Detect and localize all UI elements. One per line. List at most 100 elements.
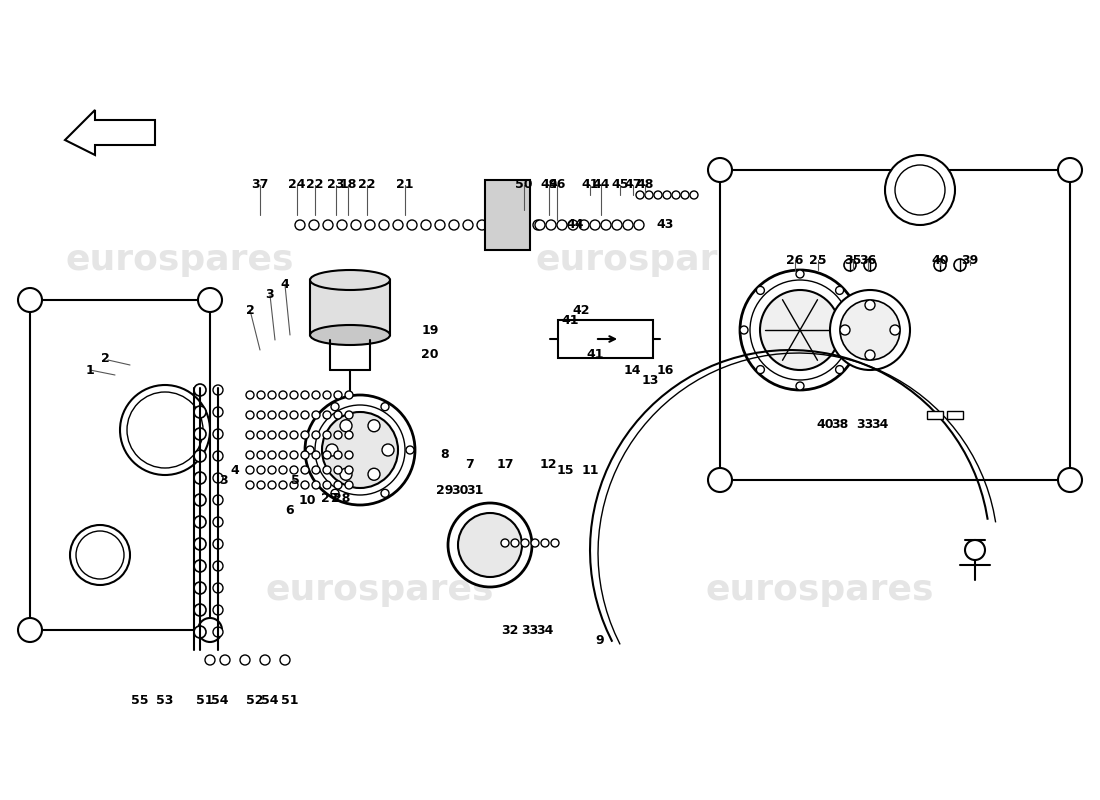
Circle shape	[70, 525, 130, 585]
Circle shape	[120, 385, 210, 475]
Circle shape	[323, 431, 331, 439]
Bar	[927, 411, 943, 419]
Circle shape	[546, 220, 556, 230]
Text: 39: 39	[961, 254, 979, 266]
Circle shape	[309, 220, 319, 230]
Circle shape	[334, 431, 342, 439]
Text: 8: 8	[441, 449, 449, 462]
Text: 44: 44	[592, 178, 609, 191]
Circle shape	[757, 286, 764, 294]
Circle shape	[312, 431, 320, 439]
Circle shape	[334, 466, 342, 474]
Circle shape	[279, 391, 287, 399]
Circle shape	[301, 466, 309, 474]
Circle shape	[194, 494, 206, 506]
Circle shape	[579, 220, 588, 230]
Bar	[947, 411, 962, 419]
Text: 6: 6	[286, 503, 295, 517]
Circle shape	[213, 561, 223, 571]
Text: 42: 42	[572, 303, 590, 317]
Text: 22: 22	[306, 178, 323, 191]
Circle shape	[740, 270, 860, 390]
Text: 50: 50	[515, 178, 532, 191]
Circle shape	[521, 539, 529, 547]
Circle shape	[246, 431, 254, 439]
Circle shape	[796, 270, 804, 278]
Text: 15: 15	[557, 463, 574, 477]
Circle shape	[345, 466, 353, 474]
Circle shape	[301, 411, 309, 419]
Circle shape	[345, 431, 353, 439]
Circle shape	[322, 412, 398, 488]
Circle shape	[301, 451, 309, 459]
Circle shape	[279, 481, 287, 489]
Circle shape	[965, 540, 985, 560]
Text: 5: 5	[290, 474, 299, 486]
Circle shape	[213, 539, 223, 549]
Circle shape	[796, 382, 804, 390]
Text: 18: 18	[339, 178, 356, 191]
Circle shape	[257, 451, 265, 459]
Circle shape	[246, 466, 254, 474]
Text: 4: 4	[231, 463, 240, 477]
Text: 25: 25	[810, 254, 827, 266]
Text: 26: 26	[786, 254, 804, 266]
Circle shape	[194, 428, 206, 440]
Circle shape	[334, 481, 342, 489]
Circle shape	[379, 220, 389, 230]
Circle shape	[601, 220, 610, 230]
Circle shape	[257, 466, 265, 474]
Circle shape	[491, 220, 501, 230]
Circle shape	[448, 503, 532, 587]
Circle shape	[213, 605, 223, 615]
Circle shape	[645, 191, 653, 199]
Bar	[558, 320, 653, 358]
Circle shape	[240, 655, 250, 665]
Circle shape	[623, 220, 632, 230]
Text: 47: 47	[625, 178, 641, 191]
Circle shape	[290, 466, 298, 474]
Circle shape	[194, 626, 206, 638]
Circle shape	[449, 220, 459, 230]
Circle shape	[326, 444, 338, 456]
Circle shape	[852, 326, 860, 334]
Text: 3: 3	[219, 474, 228, 486]
Circle shape	[406, 446, 414, 454]
Circle shape	[323, 220, 333, 230]
Circle shape	[213, 583, 223, 593]
Circle shape	[512, 539, 519, 547]
Circle shape	[213, 517, 223, 527]
Circle shape	[331, 402, 339, 410]
Text: 54: 54	[262, 694, 278, 706]
Circle shape	[194, 582, 206, 594]
Circle shape	[500, 539, 509, 547]
Circle shape	[382, 444, 394, 456]
Circle shape	[306, 446, 313, 454]
Ellipse shape	[310, 325, 390, 345]
Circle shape	[312, 411, 320, 419]
Circle shape	[334, 451, 342, 459]
Circle shape	[634, 220, 643, 230]
Circle shape	[323, 411, 331, 419]
Circle shape	[331, 490, 339, 498]
Circle shape	[198, 288, 222, 312]
Circle shape	[323, 391, 331, 399]
Circle shape	[636, 191, 644, 199]
Text: 29: 29	[437, 483, 453, 497]
Text: eurospares: eurospares	[706, 573, 934, 607]
Circle shape	[1058, 158, 1082, 182]
Circle shape	[708, 468, 732, 492]
Circle shape	[323, 481, 331, 489]
Text: 34: 34	[537, 623, 553, 637]
Circle shape	[257, 411, 265, 419]
Circle shape	[345, 411, 353, 419]
Circle shape	[334, 391, 342, 399]
Circle shape	[246, 411, 254, 419]
Text: 1: 1	[86, 363, 95, 377]
Text: 19: 19	[421, 323, 439, 337]
Circle shape	[194, 538, 206, 550]
Circle shape	[535, 220, 544, 230]
Circle shape	[268, 481, 276, 489]
Text: 41: 41	[581, 178, 598, 191]
Circle shape	[934, 259, 946, 271]
